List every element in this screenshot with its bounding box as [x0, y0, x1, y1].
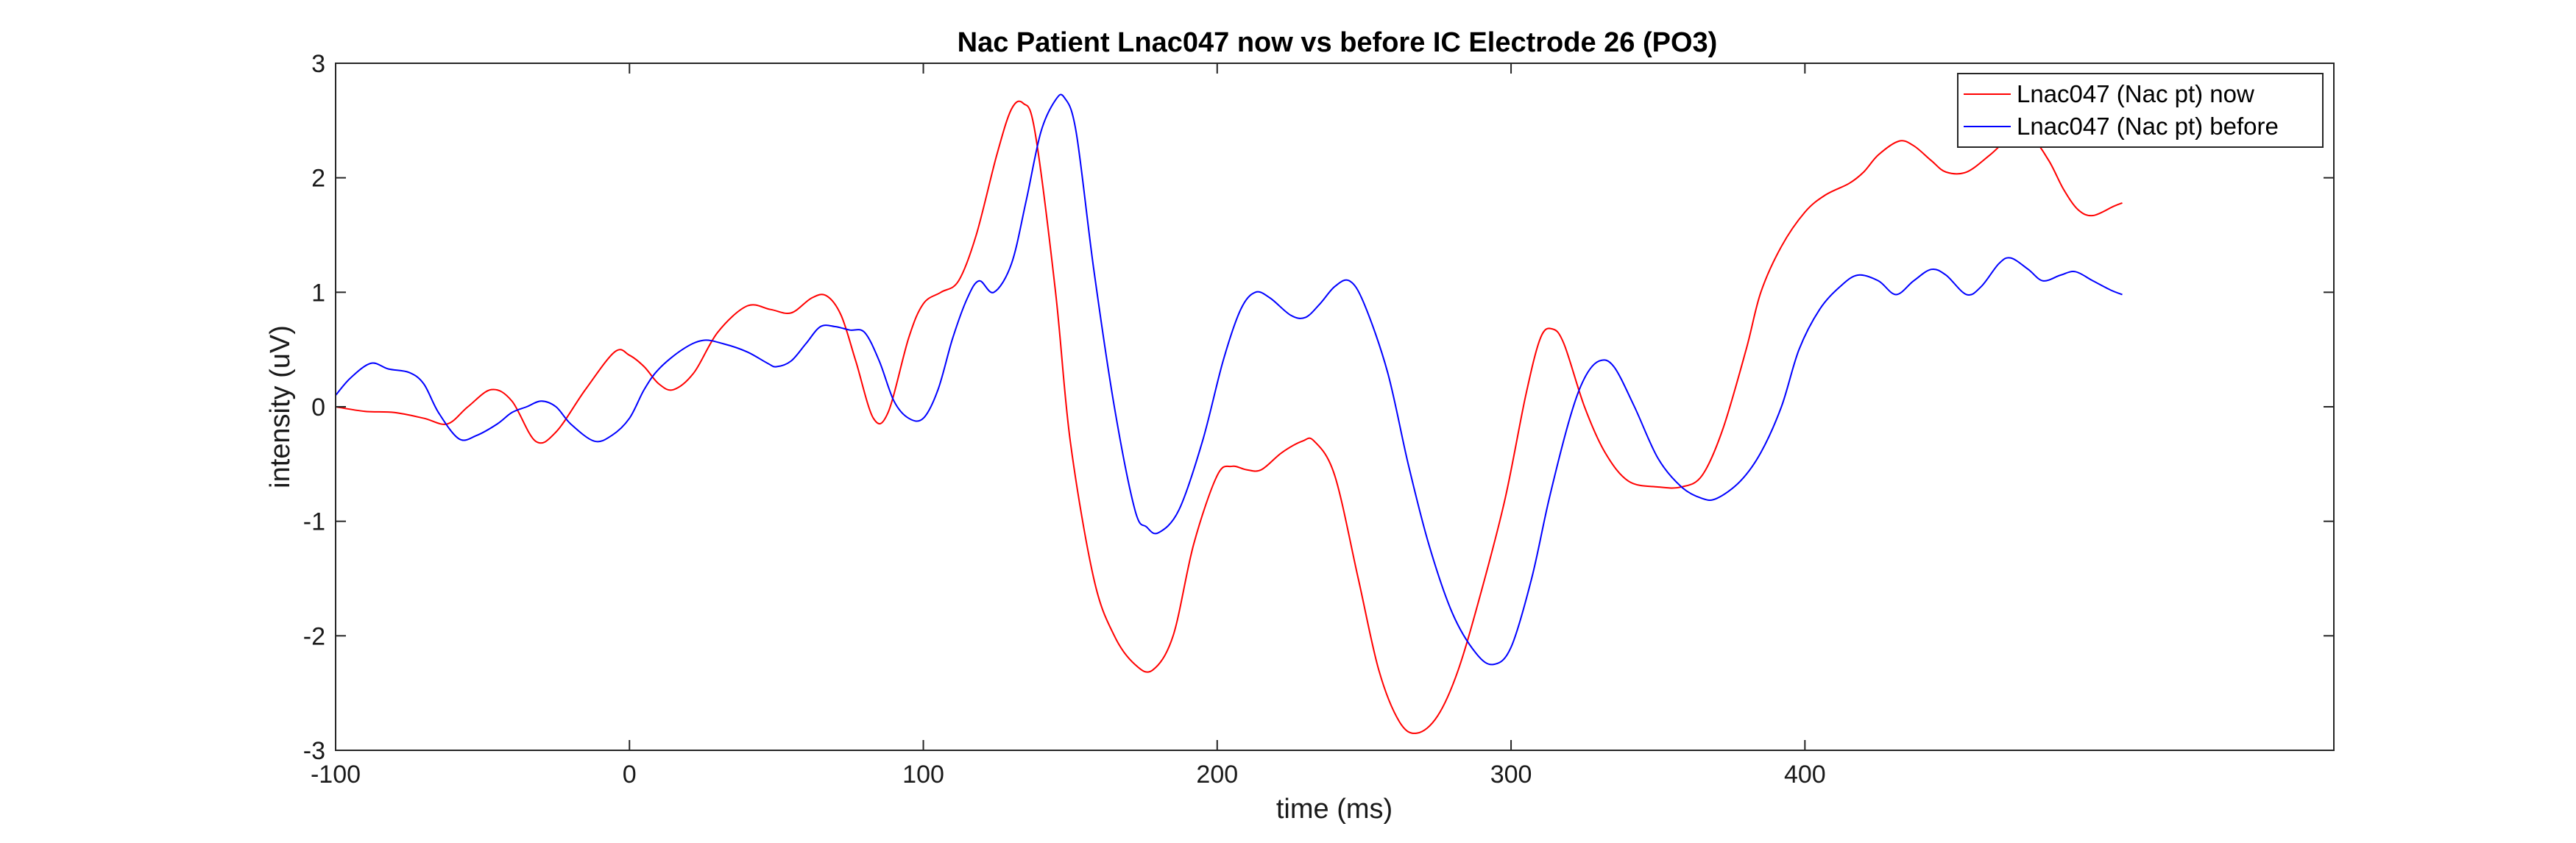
series-line-before — [335, 93, 2123, 666]
chart-title: Nac Patient Lnac047 now vs before IC Ele… — [958, 27, 1718, 58]
x-tick-label: 400 — [1784, 761, 1826, 789]
y-tick-label: 3 — [311, 50, 325, 78]
y-tick-label: 0 — [311, 394, 325, 422]
y-tick-label: 1 — [311, 279, 325, 307]
x-tick-label: 100 — [902, 761, 944, 789]
x-tick-label: 0 — [623, 761, 637, 789]
x-axis-label: time (ms) — [1276, 794, 1393, 825]
y-tick-label: 2 — [311, 165, 325, 193]
x-tick-label: 200 — [1196, 761, 1238, 789]
series-group — [335, 93, 2123, 734]
x-tick-label: -100 — [311, 761, 361, 789]
y-axis-label: intensity (uV) — [265, 325, 296, 488]
legend-label-now: Lnac047 (Nac pt) now — [2017, 80, 2254, 107]
x-tick-label: 300 — [1490, 761, 1532, 789]
series-line-now — [335, 100, 2123, 734]
axis-ticks: -100 0 100 200 300 400 -3 -2 -1 0 1 2 3 — [303, 50, 2334, 789]
y-tick-label: -3 — [303, 737, 325, 765]
legend-box — [1957, 73, 2324, 148]
legend: Lnac047 (Nac pt) now Lnac047 (Nac pt) bef… — [1957, 73, 2324, 148]
legend-label-before: Lnac047 (Nac pt) before — [2017, 113, 2279, 140]
y-tick-label: -1 — [303, 508, 325, 536]
y-tick-label: -2 — [303, 622, 325, 650]
